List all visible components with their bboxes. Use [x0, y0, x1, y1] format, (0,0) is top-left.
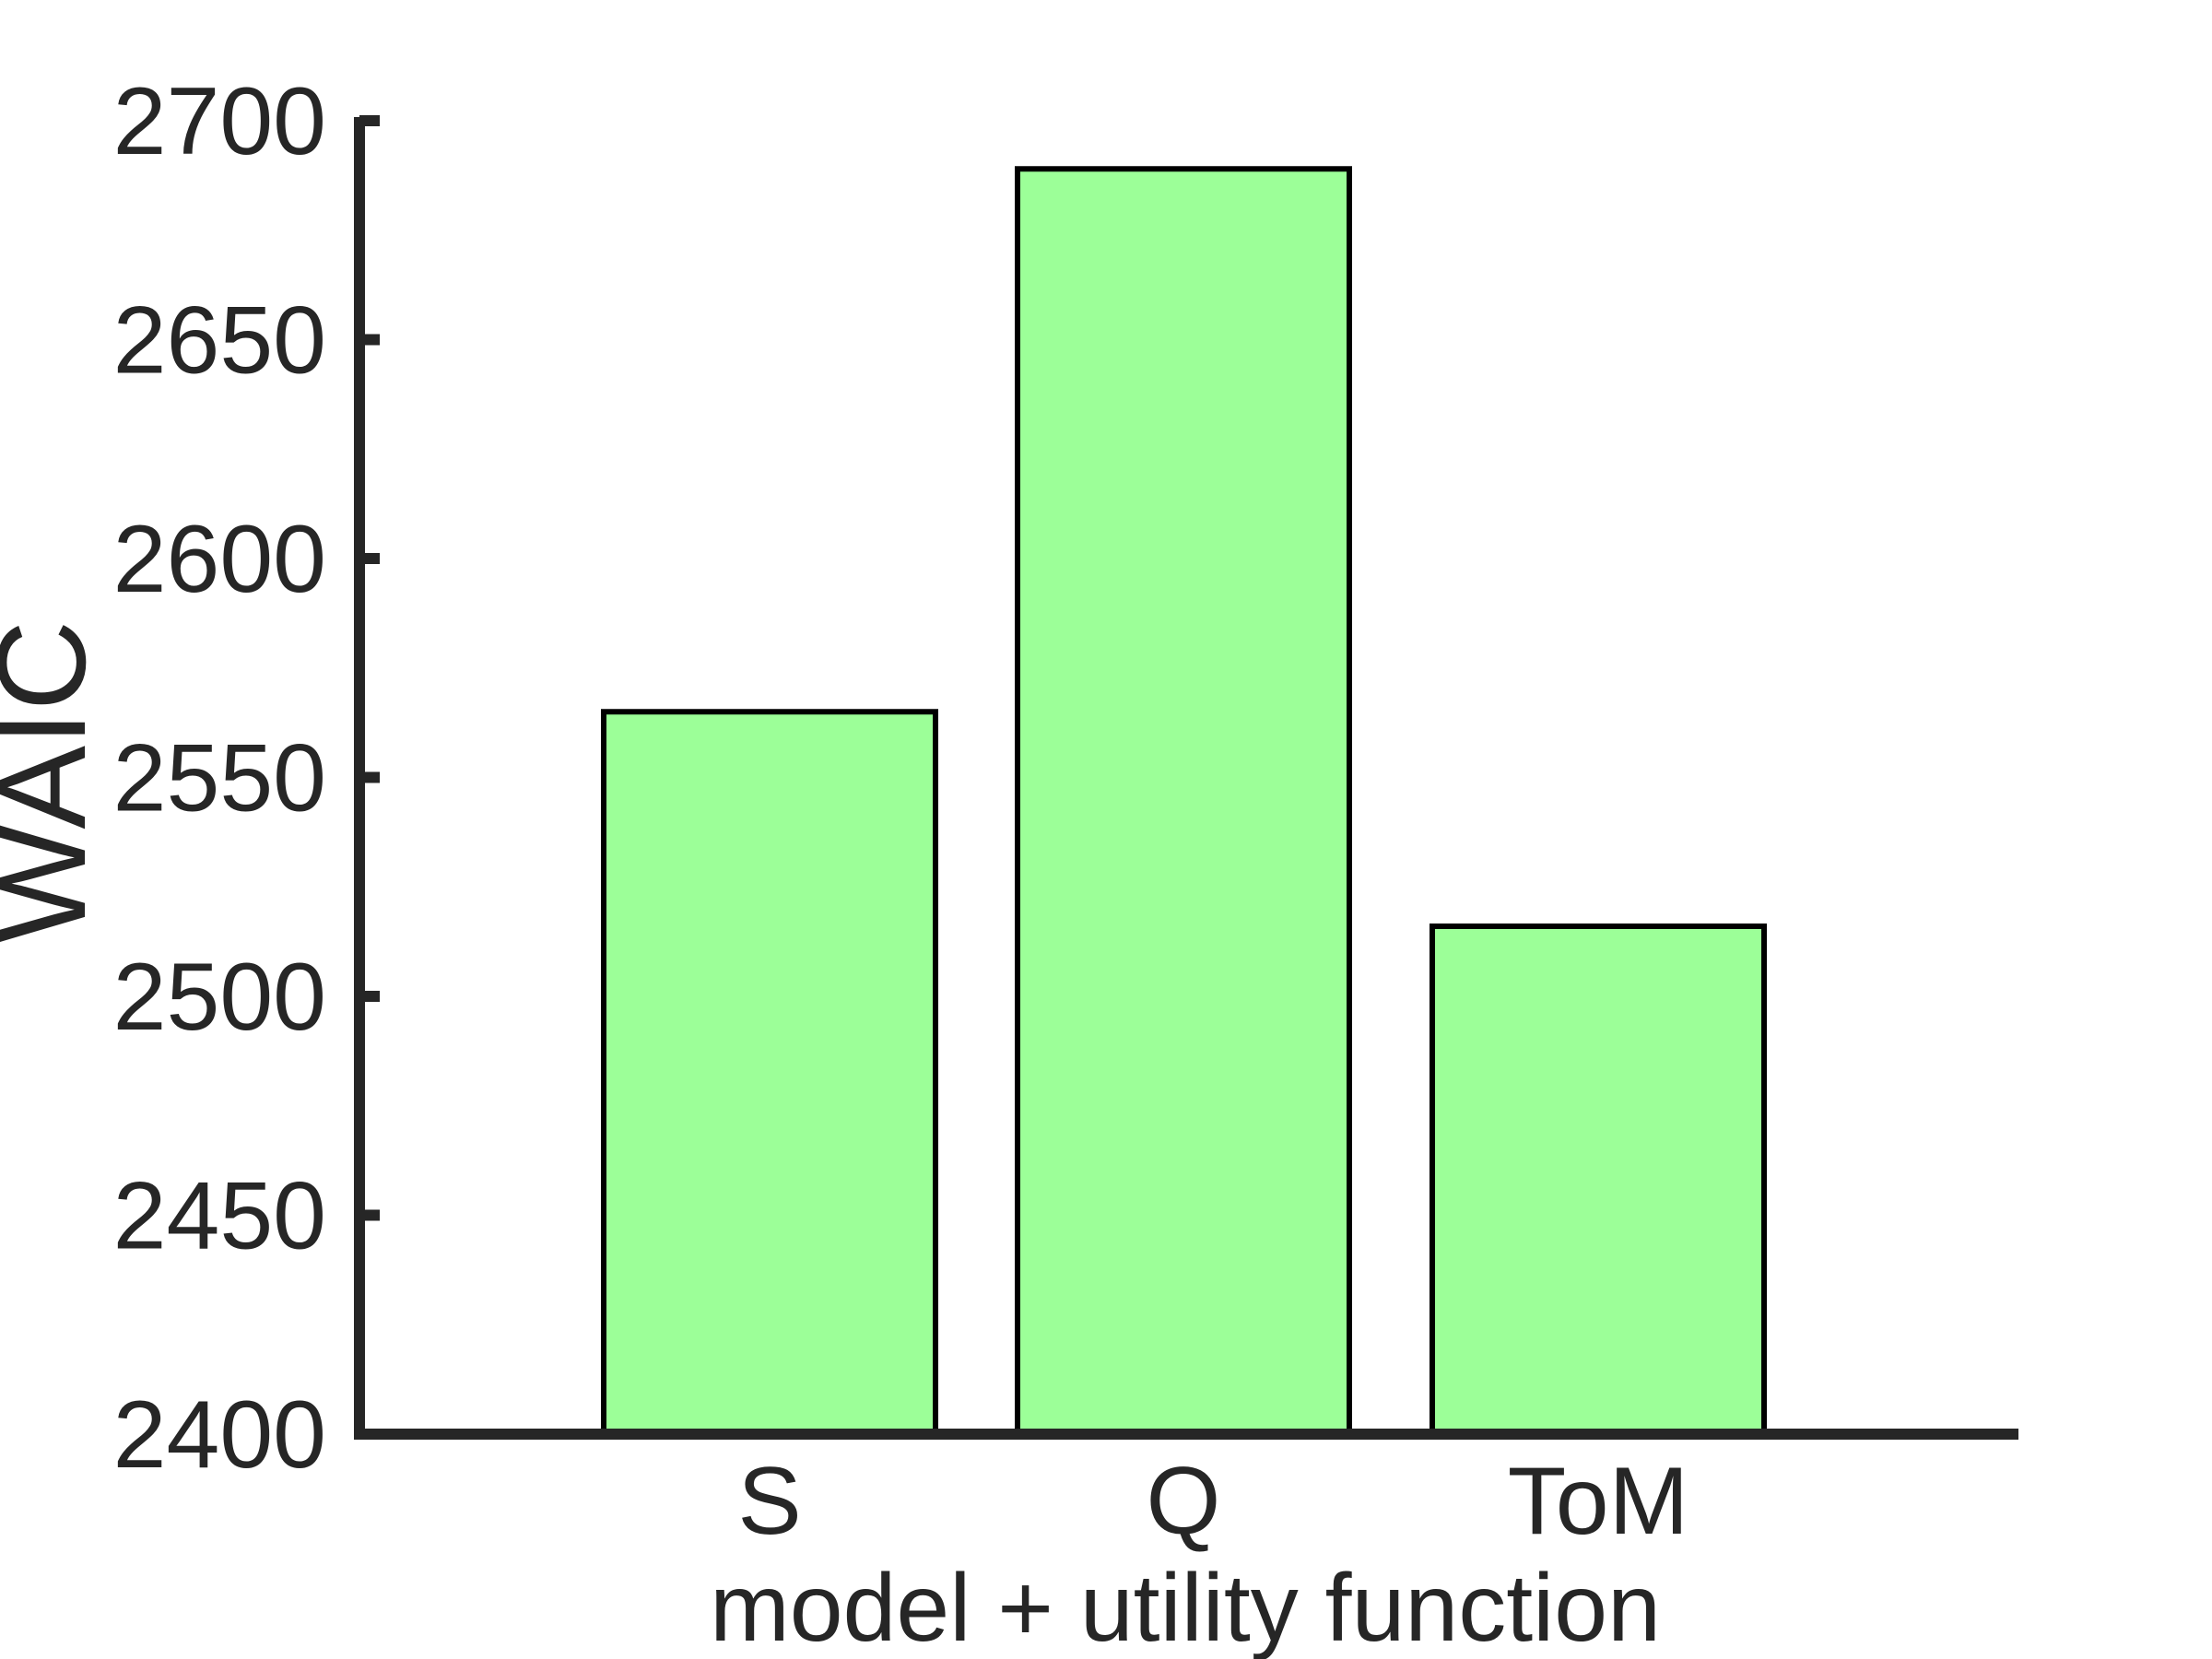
y-tick-label-2700: 2700	[113, 68, 326, 175]
bar-tom	[1430, 924, 1767, 1437]
x-tick-label-tom: ToM	[1508, 1448, 1688, 1555]
y-tick-label-2650: 2650	[113, 288, 326, 394]
axes-layer	[354, 115, 2018, 1440]
bar-q	[1015, 166, 1352, 1437]
y-axis-title: WAIC	[0, 620, 112, 943]
y-tick-label-2500: 2500	[113, 944, 326, 1051]
x-axis-title: model + utility function	[710, 1555, 1661, 1659]
y-tick-label-2450: 2450	[113, 1163, 326, 1270]
labels-layer: 2400 2450 2500 2550 2600 2650 2700 S Q ToM	[113, 68, 1689, 1555]
y-tick-label-2550: 2550	[113, 725, 326, 832]
y-tick-label-2400: 2400	[113, 1382, 326, 1488]
x-tick-label-q: Q	[1147, 1448, 1221, 1555]
x-tick-label-s: S	[737, 1448, 801, 1555]
y-tick-label-2600: 2600	[113, 506, 326, 613]
bars-layer	[601, 166, 1767, 1437]
bar-s	[601, 709, 938, 1437]
